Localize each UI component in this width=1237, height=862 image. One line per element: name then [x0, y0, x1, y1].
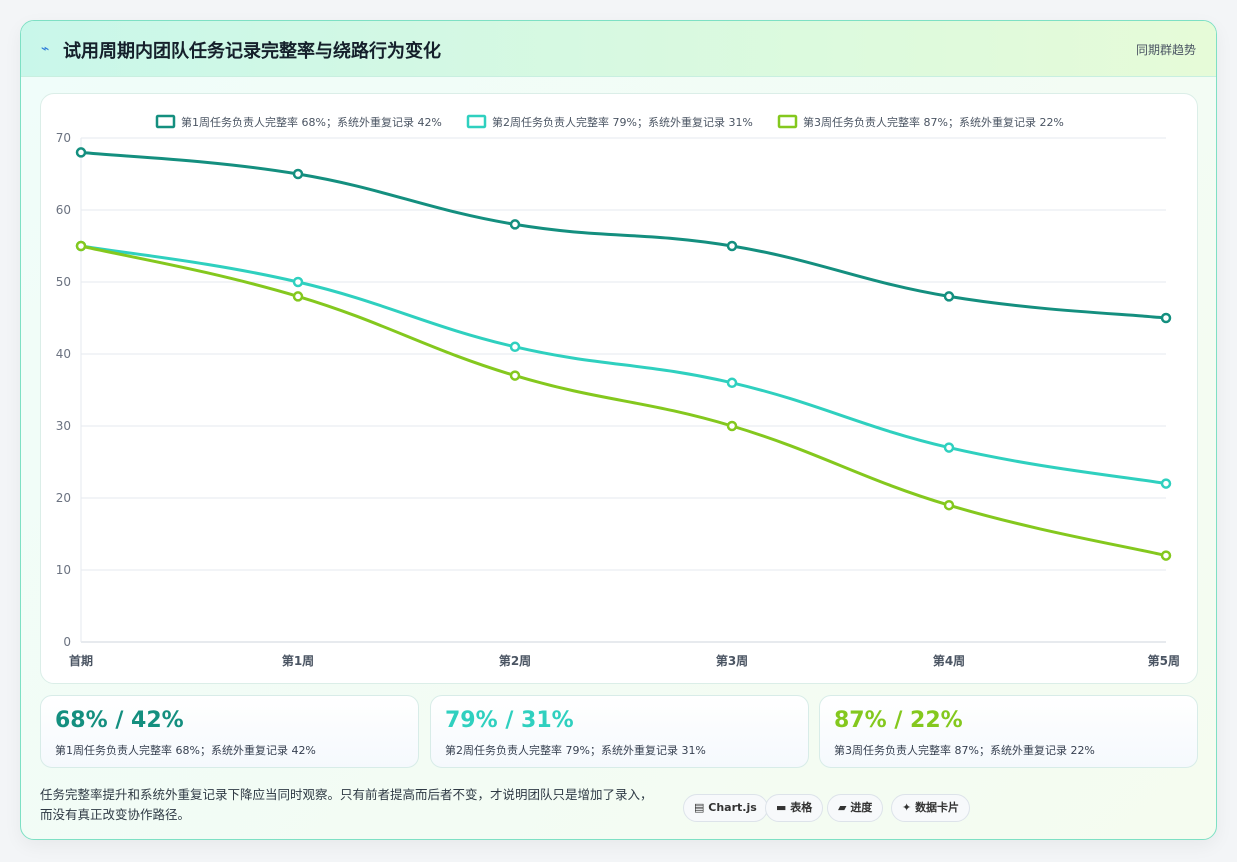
progress-pill[interactable]: ▰ 进度	[827, 794, 884, 822]
series-line-3	[80, 244, 1167, 558]
x-tick-label: 第5周	[1148, 653, 1180, 668]
table-icon: ▬	[776, 801, 787, 814]
stat-caption: 第1周任务负责人完整率 68%；系统外重复记录 42%	[55, 744, 316, 757]
progress-icon: ▰	[838, 801, 847, 814]
y-tick-label: 20	[56, 491, 71, 505]
data-point	[943, 499, 955, 511]
legend-swatch	[155, 114, 176, 129]
y-tick-label: 50	[56, 275, 71, 289]
data-point	[726, 420, 738, 432]
data-point	[75, 240, 87, 252]
stat-card-week1: 68% / 42% 第1周任务负责人完整率 68%；系统外重复记录 42%	[40, 695, 419, 768]
y-tick-label: 0	[63, 635, 71, 649]
data-point	[943, 442, 955, 453]
chart-panel: 0 10 20 30 40 50 60 70 首期 第1周 第2周 第3周 第4周 第5周 第1周任务负责人…	[40, 93, 1198, 684]
x-tick-label: 第1周	[282, 653, 314, 668]
stat-caption: 第3周任务负责人完整率 87%；系统外重复记录 22%	[834, 744, 1095, 757]
stat-value: 79% / 31%	[445, 708, 574, 733]
data-point	[943, 291, 955, 302]
legend-swatch	[466, 114, 487, 129]
page-title: 试用周期内团队任务记录完整率与绕路行为变化	[63, 41, 441, 62]
insight-note: 任务完整率提升和系统外重复记录下降应当同时观察。只有前者提高而后者不变，才说明团…	[40, 787, 653, 822]
data-point	[509, 219, 521, 230]
pill-label: 表格	[790, 801, 813, 814]
bolt-icon: ⌁	[41, 41, 50, 57]
y-tick-label: 70	[56, 131, 71, 145]
stat-value: 87% / 22%	[834, 708, 963, 733]
legend-label: 第2周任务负责人完整率 79%；系统外重复记录 31%	[492, 115, 753, 129]
card-header: ⌁ 试用周期内团队任务记录完整率与绕路行为变化 同期群趋势	[21, 21, 1216, 77]
stat-card-week3: 87% / 22% 第3周任务负责人完整率 87%；系统外重复记录 22%	[819, 695, 1198, 768]
data-point	[509, 341, 521, 353]
x-tick-label: 第3周	[716, 653, 748, 668]
data-point	[1160, 550, 1172, 561]
data-point	[292, 291, 304, 302]
stat-card-week2: 79% / 31% 第2周任务负责人完整率 79%；系统外重复记录 31%	[430, 695, 809, 768]
chartjs-pill[interactable]: ▤ Chart.js	[683, 794, 768, 822]
data-point	[1160, 478, 1172, 489]
stat-caption: 第2周任务负责人完整率 79%；系统外重复记录 31%	[445, 744, 706, 757]
sparkle-icon: ✦	[902, 801, 912, 814]
y-tick-label: 10	[56, 563, 71, 577]
pill-label: 数据卡片	[915, 801, 960, 814]
y-tick-label: 30	[56, 419, 71, 433]
stat-value: 68% / 42%	[55, 708, 184, 733]
legend-label: 第1周任务负责人完整率 68%；系统外重复记录 42%	[181, 115, 442, 129]
line-chart: 0 10 20 30 40 50 60 70 首期 第1周 第2周 第3周 第4周 第5周 第1周任务负责人…	[56, 114, 1180, 668]
data-point	[75, 147, 87, 158]
data-card-pill[interactable]: ✦ 数据卡片	[891, 794, 971, 822]
data-point	[726, 240, 738, 252]
y-tick-label: 40	[56, 347, 71, 361]
x-tick-label: 第2周	[499, 653, 531, 668]
x-tick-label: 第4周	[933, 653, 965, 668]
legend-label: 第3周任务负责人完整率 87%；系统外重复记录 22%	[803, 115, 1064, 129]
series-line-1	[80, 150, 1167, 320]
chart-card: ⌁ 试用周期内团队任务记录完整率与绕路行为变化 同期群趋势 0 10 20 30 40 5…	[20, 20, 1217, 840]
table-pill[interactable]: ▬ 表格	[765, 794, 824, 822]
cohort-tag: 同期群趋势	[1135, 43, 1196, 57]
x-tick-label: 首期	[69, 653, 93, 668]
series-line-2	[80, 244, 1167, 486]
data-point	[292, 168, 304, 180]
data-point	[726, 377, 738, 389]
chart-icon: ▤	[694, 801, 705, 814]
pill-label: 进度	[850, 801, 873, 814]
data-point	[509, 370, 521, 381]
pill-label: Chart.js	[708, 801, 757, 814]
legend-swatch	[777, 114, 798, 129]
data-point	[292, 276, 304, 288]
y-tick-label: 60	[56, 203, 71, 217]
data-point	[1160, 312, 1172, 324]
